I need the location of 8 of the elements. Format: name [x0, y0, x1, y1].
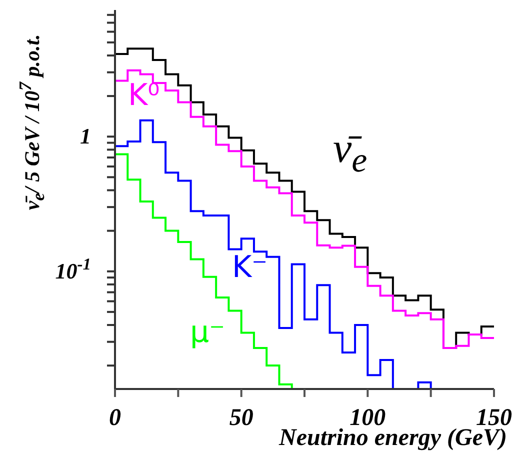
x-tick-label: 50: [229, 405, 254, 431]
series-label: K⁻: [232, 250, 268, 285]
y-tick-label: 1: [80, 124, 91, 149]
x-tick-label: 0: [109, 405, 121, 431]
series-label: μ⁻: [190, 315, 225, 350]
series-label: K⁰: [128, 78, 160, 113]
annotation: ν̄$_{e}$: [333, 125, 368, 180]
y-tick-label: 10$^{-1}$: [55, 254, 91, 284]
